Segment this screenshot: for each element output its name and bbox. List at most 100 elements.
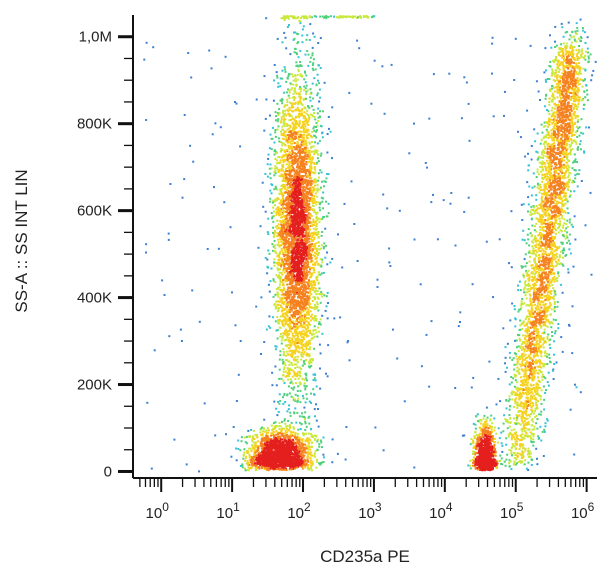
event-dot: [293, 47, 296, 50]
event-dot: [273, 250, 276, 252]
event-dot: [303, 97, 306, 100]
event-dot: [283, 301, 286, 303]
event-dot: [337, 233, 339, 236]
event-dot: [309, 88, 312, 91]
event-dot: [323, 185, 325, 188]
event-dot: [319, 367, 321, 370]
event-dot: [308, 132, 311, 135]
event-dot: [294, 242, 297, 245]
event-dot: [313, 162, 316, 164]
event-dot: [303, 221, 306, 224]
event-dot: [291, 375, 294, 378]
event-dot: [287, 220, 290, 222]
event-dot: [287, 206, 290, 209]
event-dot: [282, 110, 285, 112]
event-dot: [264, 117, 267, 120]
event-dot: [275, 213, 278, 216]
event-dot: [285, 246, 288, 249]
event-dot: [289, 255, 291, 258]
event-dot: [314, 184, 316, 187]
event-dot: [306, 199, 309, 202]
event-dot: [303, 334, 306, 337]
event-dot: [291, 353, 294, 356]
event-dot: [300, 144, 303, 147]
event-dot: [303, 446, 306, 449]
event-dot: [287, 237, 290, 240]
event-dot: [289, 306, 292, 309]
event-dot: [280, 175, 283, 178]
event-dot: [279, 438, 282, 441]
event-dot: [314, 318, 317, 321]
event-dot: [277, 293, 280, 296]
event-dot: [309, 302, 312, 305]
event-dot: [309, 92, 312, 95]
event-dot: [296, 361, 299, 364]
event-dot: [302, 451, 305, 454]
event-dot: [294, 196, 297, 199]
event-dot: [287, 182, 289, 185]
event-dot: [293, 342, 296, 344]
event-dot: [297, 144, 300, 147]
event-dot: [299, 383, 302, 386]
event-dot: [282, 176, 285, 179]
event-dot: [296, 196, 299, 199]
event-dot: [272, 226, 275, 229]
event-dot: [277, 114, 280, 116]
event-dot: [313, 181, 315, 184]
event-dot: [281, 232, 284, 235]
event-dot: [268, 290, 271, 293]
event-dot: [296, 162, 299, 165]
event-dot: [297, 241, 300, 244]
event-dot: [292, 102, 295, 105]
event-dot: [310, 196, 313, 199]
event-dot: [296, 142, 299, 145]
event-dot: [294, 382, 297, 384]
event-dot: [310, 145, 313, 148]
event-dot: [286, 410, 289, 413]
event-dot: [319, 273, 322, 276]
event-dot: [297, 33, 300, 36]
event-dot: [288, 375, 290, 378]
event-dot: [295, 84, 298, 87]
event-dot: [296, 248, 299, 251]
event-dot: [301, 274, 304, 277]
event-dot: [283, 231, 286, 234]
event-dot: [289, 147, 292, 150]
event-dot: [298, 259, 301, 262]
event-dot: [300, 343, 303, 345]
event-dot: [291, 216, 294, 219]
event-dot: [295, 342, 297, 344]
event-dot: [318, 248, 321, 251]
event-dot: [305, 235, 308, 238]
event-dot: [315, 203, 318, 206]
event-dot: [305, 432, 308, 435]
event-dot: [293, 412, 296, 415]
event-dot: [307, 161, 310, 164]
event-dot: [317, 176, 320, 179]
event-dot: [311, 460, 314, 463]
event-dot: [288, 229, 291, 232]
event-dot: [313, 308, 316, 311]
event-dot: [304, 139, 307, 142]
event-dot: [318, 245, 320, 247]
event-dot: [316, 187, 319, 190]
event-dot: [315, 278, 318, 281]
event-dot: [306, 131, 308, 134]
event-dot: [317, 231, 320, 233]
event-dot: [309, 225, 312, 228]
event-dot: [313, 151, 316, 154]
event-dot: [278, 358, 281, 361]
event-dot: [283, 362, 286, 365]
event-dot: [286, 77, 289, 80]
event-dot: [322, 271, 325, 274]
event-dot: [291, 139, 294, 142]
event-dot: [269, 172, 272, 175]
event-dot: [299, 325, 302, 328]
event-dot: [282, 309, 285, 312]
event-dot: [296, 301, 299, 304]
event-dot: [290, 293, 292, 296]
event-dot: [300, 259, 302, 262]
event-dot: [282, 209, 285, 212]
event-dot: [298, 267, 301, 270]
event-dot: [308, 304, 311, 307]
